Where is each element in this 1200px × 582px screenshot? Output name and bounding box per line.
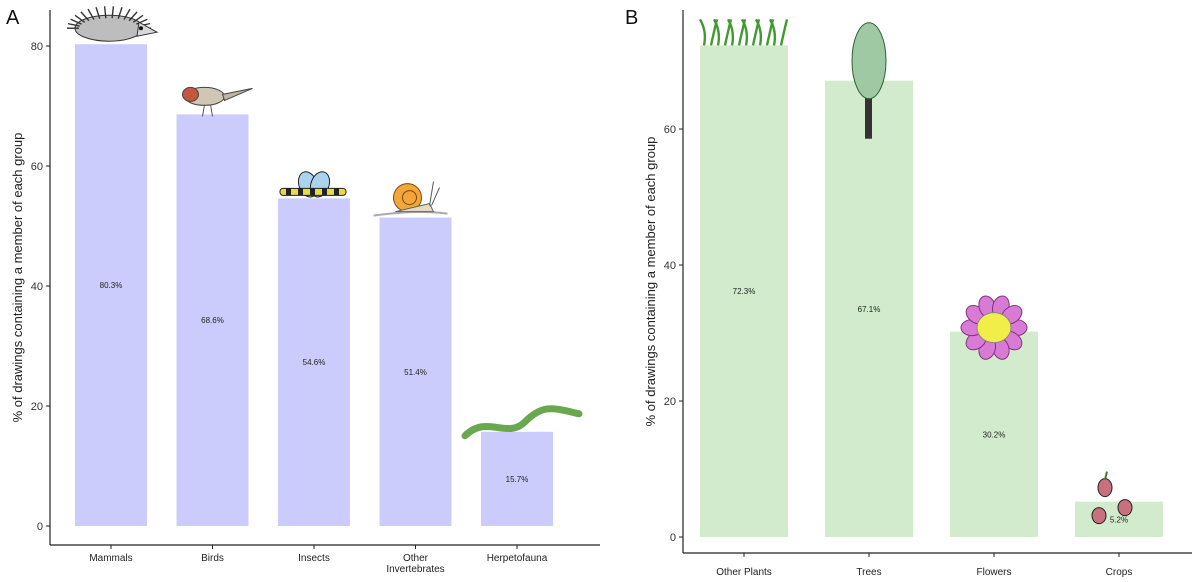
panel-b-y-tick-label: 60 bbox=[664, 124, 676, 136]
panel-a-bar bbox=[278, 198, 350, 526]
panel-b-y-axis-title: % of drawings containing a member of eac… bbox=[643, 137, 658, 427]
panel-a-y-tick-label: 80 bbox=[31, 41, 43, 53]
insect-drawing bbox=[279, 171, 347, 198]
panel-a-bar bbox=[481, 431, 553, 526]
panel-a-letter: A bbox=[6, 7, 20, 29]
hedgehog-drawing bbox=[67, 6, 159, 42]
crops-drawing bbox=[1091, 471, 1133, 525]
panel-a-y-tick-label: 20 bbox=[31, 401, 43, 413]
panel-a-y-tick-label: 40 bbox=[31, 281, 43, 293]
panel-b-value-label: 30.2% bbox=[983, 430, 1006, 439]
panel-b-y-tick-label: 20 bbox=[664, 396, 676, 408]
panel-a-value-label: 68.6% bbox=[201, 316, 224, 325]
panel-b-y-tick-label: 40 bbox=[664, 260, 676, 272]
panel-b-y-tick-label: 0 bbox=[670, 532, 676, 544]
panel-a-bar bbox=[75, 44, 147, 526]
panel-a-y-tick-label: 0 bbox=[37, 521, 43, 533]
panel-b-category-label: Trees bbox=[856, 567, 881, 578]
panel-a-y-tick-label: 60 bbox=[31, 161, 43, 173]
panel-a-bar bbox=[379, 217, 452, 526]
panel-b-category-label: Other Plants bbox=[716, 567, 772, 578]
snail-drawing bbox=[373, 181, 448, 217]
panel-a-category-label: Herpetofauna bbox=[487, 553, 548, 564]
panel-a-category-label: Insects bbox=[298, 553, 330, 564]
snake-drawing bbox=[461, 405, 583, 440]
panel-a: A 0 20 40 60 80 % of drawings containing a mem… bbox=[6, 6, 600, 575]
panel-a-value-label: 15.7% bbox=[506, 475, 529, 484]
panel-b-value-label: 5.2% bbox=[1110, 515, 1128, 524]
panel-a-bar bbox=[176, 114, 249, 527]
grass-drawing bbox=[698, 18, 789, 46]
panel-b-category-label: Flowers bbox=[976, 567, 1011, 578]
panel-a-value-label: 54.6% bbox=[303, 358, 326, 367]
tree-drawing bbox=[851, 22, 887, 139]
panel-a-value-label: 80.3% bbox=[100, 281, 123, 290]
panel-b: B 0 20 40 60 % of drawings containing a membe… bbox=[625, 7, 1192, 578]
panel-b-value-label: 72.3% bbox=[733, 287, 756, 296]
panel-b-value-label: 67.1% bbox=[858, 305, 881, 314]
panel-a-category-label: Other Invertebrates bbox=[386, 553, 444, 575]
panel-b-bar bbox=[950, 331, 1038, 537]
bird-drawing bbox=[182, 86, 253, 117]
panel-b-bar bbox=[700, 45, 788, 538]
panel-a-category-label: Birds bbox=[201, 553, 224, 564]
panel-b-bar bbox=[825, 80, 913, 537]
panel-a-category-label: Mammals bbox=[89, 553, 132, 564]
panel-a-value-label: 51.4% bbox=[404, 368, 427, 377]
panel-b-category-label: Crops bbox=[1106, 567, 1133, 578]
flower-drawing bbox=[960, 295, 1028, 360]
panel-b-letter: B bbox=[625, 7, 638, 29]
panel-a-y-axis-title: % of drawings containing a member of eac… bbox=[10, 133, 25, 423]
